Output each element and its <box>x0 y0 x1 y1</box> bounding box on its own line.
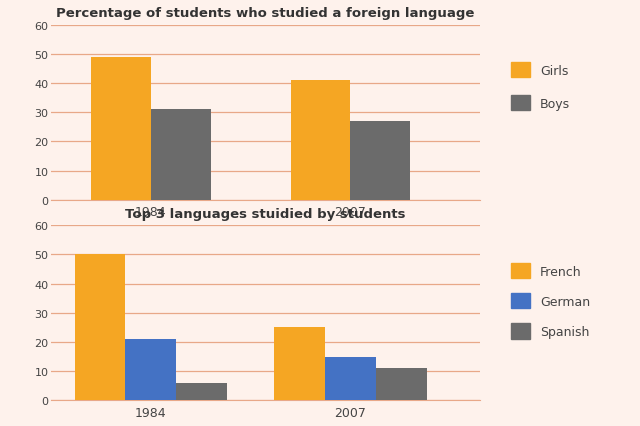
Bar <box>91 58 151 200</box>
Bar <box>125 339 177 400</box>
Legend: French, German, Spanish: French, German, Spanish <box>506 258 595 344</box>
Bar <box>274 328 325 400</box>
Bar <box>177 383 227 400</box>
Bar <box>376 368 427 400</box>
Title: Top 3 languages stuidied by students: Top 3 languages stuidied by students <box>125 207 406 221</box>
Title: Percentage of students who studied a foreign language: Percentage of students who studied a for… <box>56 7 475 20</box>
Bar <box>325 357 376 400</box>
Bar <box>291 81 350 200</box>
Bar <box>75 255 125 400</box>
Bar <box>350 122 410 200</box>
Bar <box>151 110 211 200</box>
Legend: Girls, Boys: Girls, Boys <box>506 58 575 116</box>
